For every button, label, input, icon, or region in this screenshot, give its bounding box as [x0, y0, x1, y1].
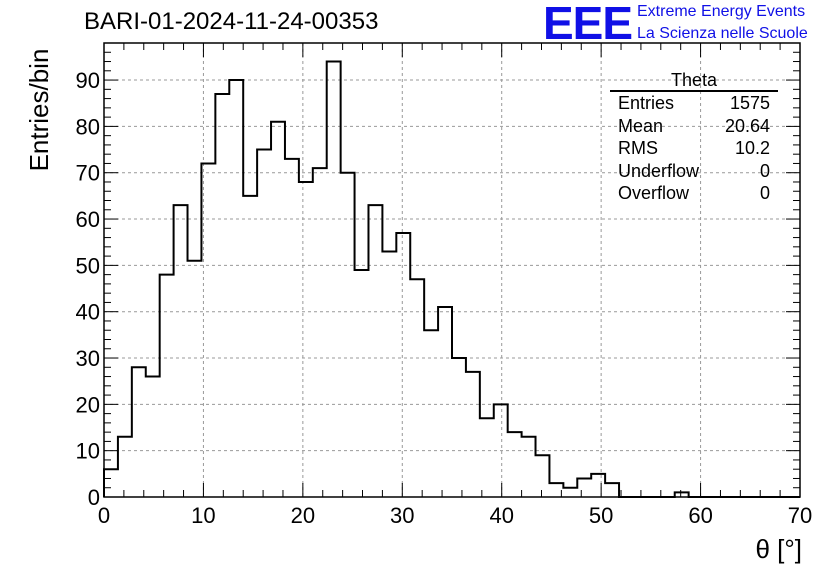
histogram-bin: [438, 307, 452, 497]
x-tick-label: 30: [390, 503, 414, 528]
x-axis-label: θ [°]: [755, 534, 802, 564]
histogram-bin: [229, 80, 243, 497]
histogram-bin: [577, 478, 591, 497]
y-tick-label: 90: [76, 68, 100, 93]
histogram-bin: [285, 159, 299, 497]
histogram-bin: [174, 205, 188, 497]
y-tick-label: 40: [76, 300, 100, 325]
histogram-bin: [243, 196, 257, 497]
histogram-bin: [396, 233, 410, 497]
histogram-bin: [188, 261, 202, 497]
histogram-bin: [563, 488, 577, 497]
histogram-bin: [201, 163, 215, 497]
y-tick-label: 70: [76, 161, 100, 186]
eee-logo: EEE: [543, 0, 633, 49]
histogram-bin: [494, 404, 508, 497]
histogram-series: [103, 60, 800, 498]
stats-row-entries: Entries 1575: [610, 92, 778, 115]
histogram-bin: [522, 437, 536, 497]
chart-title: BARI-01-2024-11-24-00353: [84, 8, 379, 35]
histogram-bin: [536, 455, 550, 497]
brand-line-1: Extreme Energy Events: [637, 3, 806, 20]
brand-line-2: La Scienza nelle Scuole: [637, 25, 808, 42]
histogram-bin: [605, 483, 619, 497]
histogram-bin: [257, 150, 271, 497]
histogram-bin: [132, 367, 146, 497]
histogram-bin: [549, 483, 563, 497]
stats-value: 0: [759, 160, 770, 181]
x-tick-label: 20: [291, 503, 315, 528]
histogram-bin: [146, 377, 160, 497]
stats-row-underflow: Underflow 0: [610, 160, 778, 183]
histogram-bin: [341, 173, 355, 497]
stats-box: Theta Entries 1575 Mean 20.64 RMS 10.2 U…: [610, 70, 778, 205]
histogram-bin: [355, 270, 369, 497]
histogram-bin: [368, 205, 382, 497]
histogram-bin: [104, 469, 118, 497]
histogram-bin: [591, 474, 605, 497]
stats-value: 0: [759, 183, 770, 203]
x-tick-label: 10: [191, 503, 215, 528]
y-tick-label: 50: [76, 253, 100, 278]
stats-title: Theta: [610, 70, 778, 92]
histogram-bin: [508, 432, 522, 497]
stats-value: 1575: [729, 93, 770, 113]
y-tick-label: 10: [76, 439, 100, 464]
histogram-bin: [313, 168, 327, 497]
stats-label: Entries: [618, 93, 675, 113]
histogram-bin: [424, 330, 438, 497]
y-tick-label: 20: [76, 392, 100, 417]
histogram-bin: [299, 182, 313, 497]
histogram-bin: [215, 94, 229, 497]
histogram-bin: [466, 372, 480, 497]
stats-label: Overflow: [618, 183, 690, 203]
stats-value: 20.64: [724, 115, 770, 136]
histogram-bin: [675, 492, 689, 497]
x-tick-label: 40: [489, 503, 513, 528]
histogram-bin: [382, 251, 396, 497]
y-tick-label: 60: [76, 207, 100, 232]
x-tick-label: 50: [589, 503, 613, 528]
histogram-bin: [160, 275, 174, 497]
histogram-bin: [271, 122, 285, 497]
histogram-bin: [410, 279, 424, 497]
x-tick-label: 60: [688, 503, 712, 528]
y-tick-label: 80: [76, 114, 100, 139]
stats-label: Mean: [618, 115, 664, 136]
stats-label: RMS: [618, 138, 658, 158]
stats-row-mean: Mean 20.64: [610, 115, 778, 138]
y-tick-label: 0: [88, 485, 100, 510]
stats-row-rms: RMS 10.2: [610, 137, 778, 160]
stats-label: Underflow: [618, 160, 700, 181]
stats-row-overflow: Overflow 0: [610, 182, 778, 205]
histogram-bin: [480, 418, 494, 497]
histogram-bin: [118, 437, 132, 497]
histogram-bin: [452, 358, 466, 497]
stats-value: 10.2: [734, 138, 770, 158]
histogram-bin: [327, 62, 341, 497]
x-tick-label: 0: [98, 503, 110, 528]
y-tick-label: 30: [76, 346, 100, 371]
x-tick-label: 70: [788, 503, 812, 528]
plot-frame: [103, 42, 801, 498]
